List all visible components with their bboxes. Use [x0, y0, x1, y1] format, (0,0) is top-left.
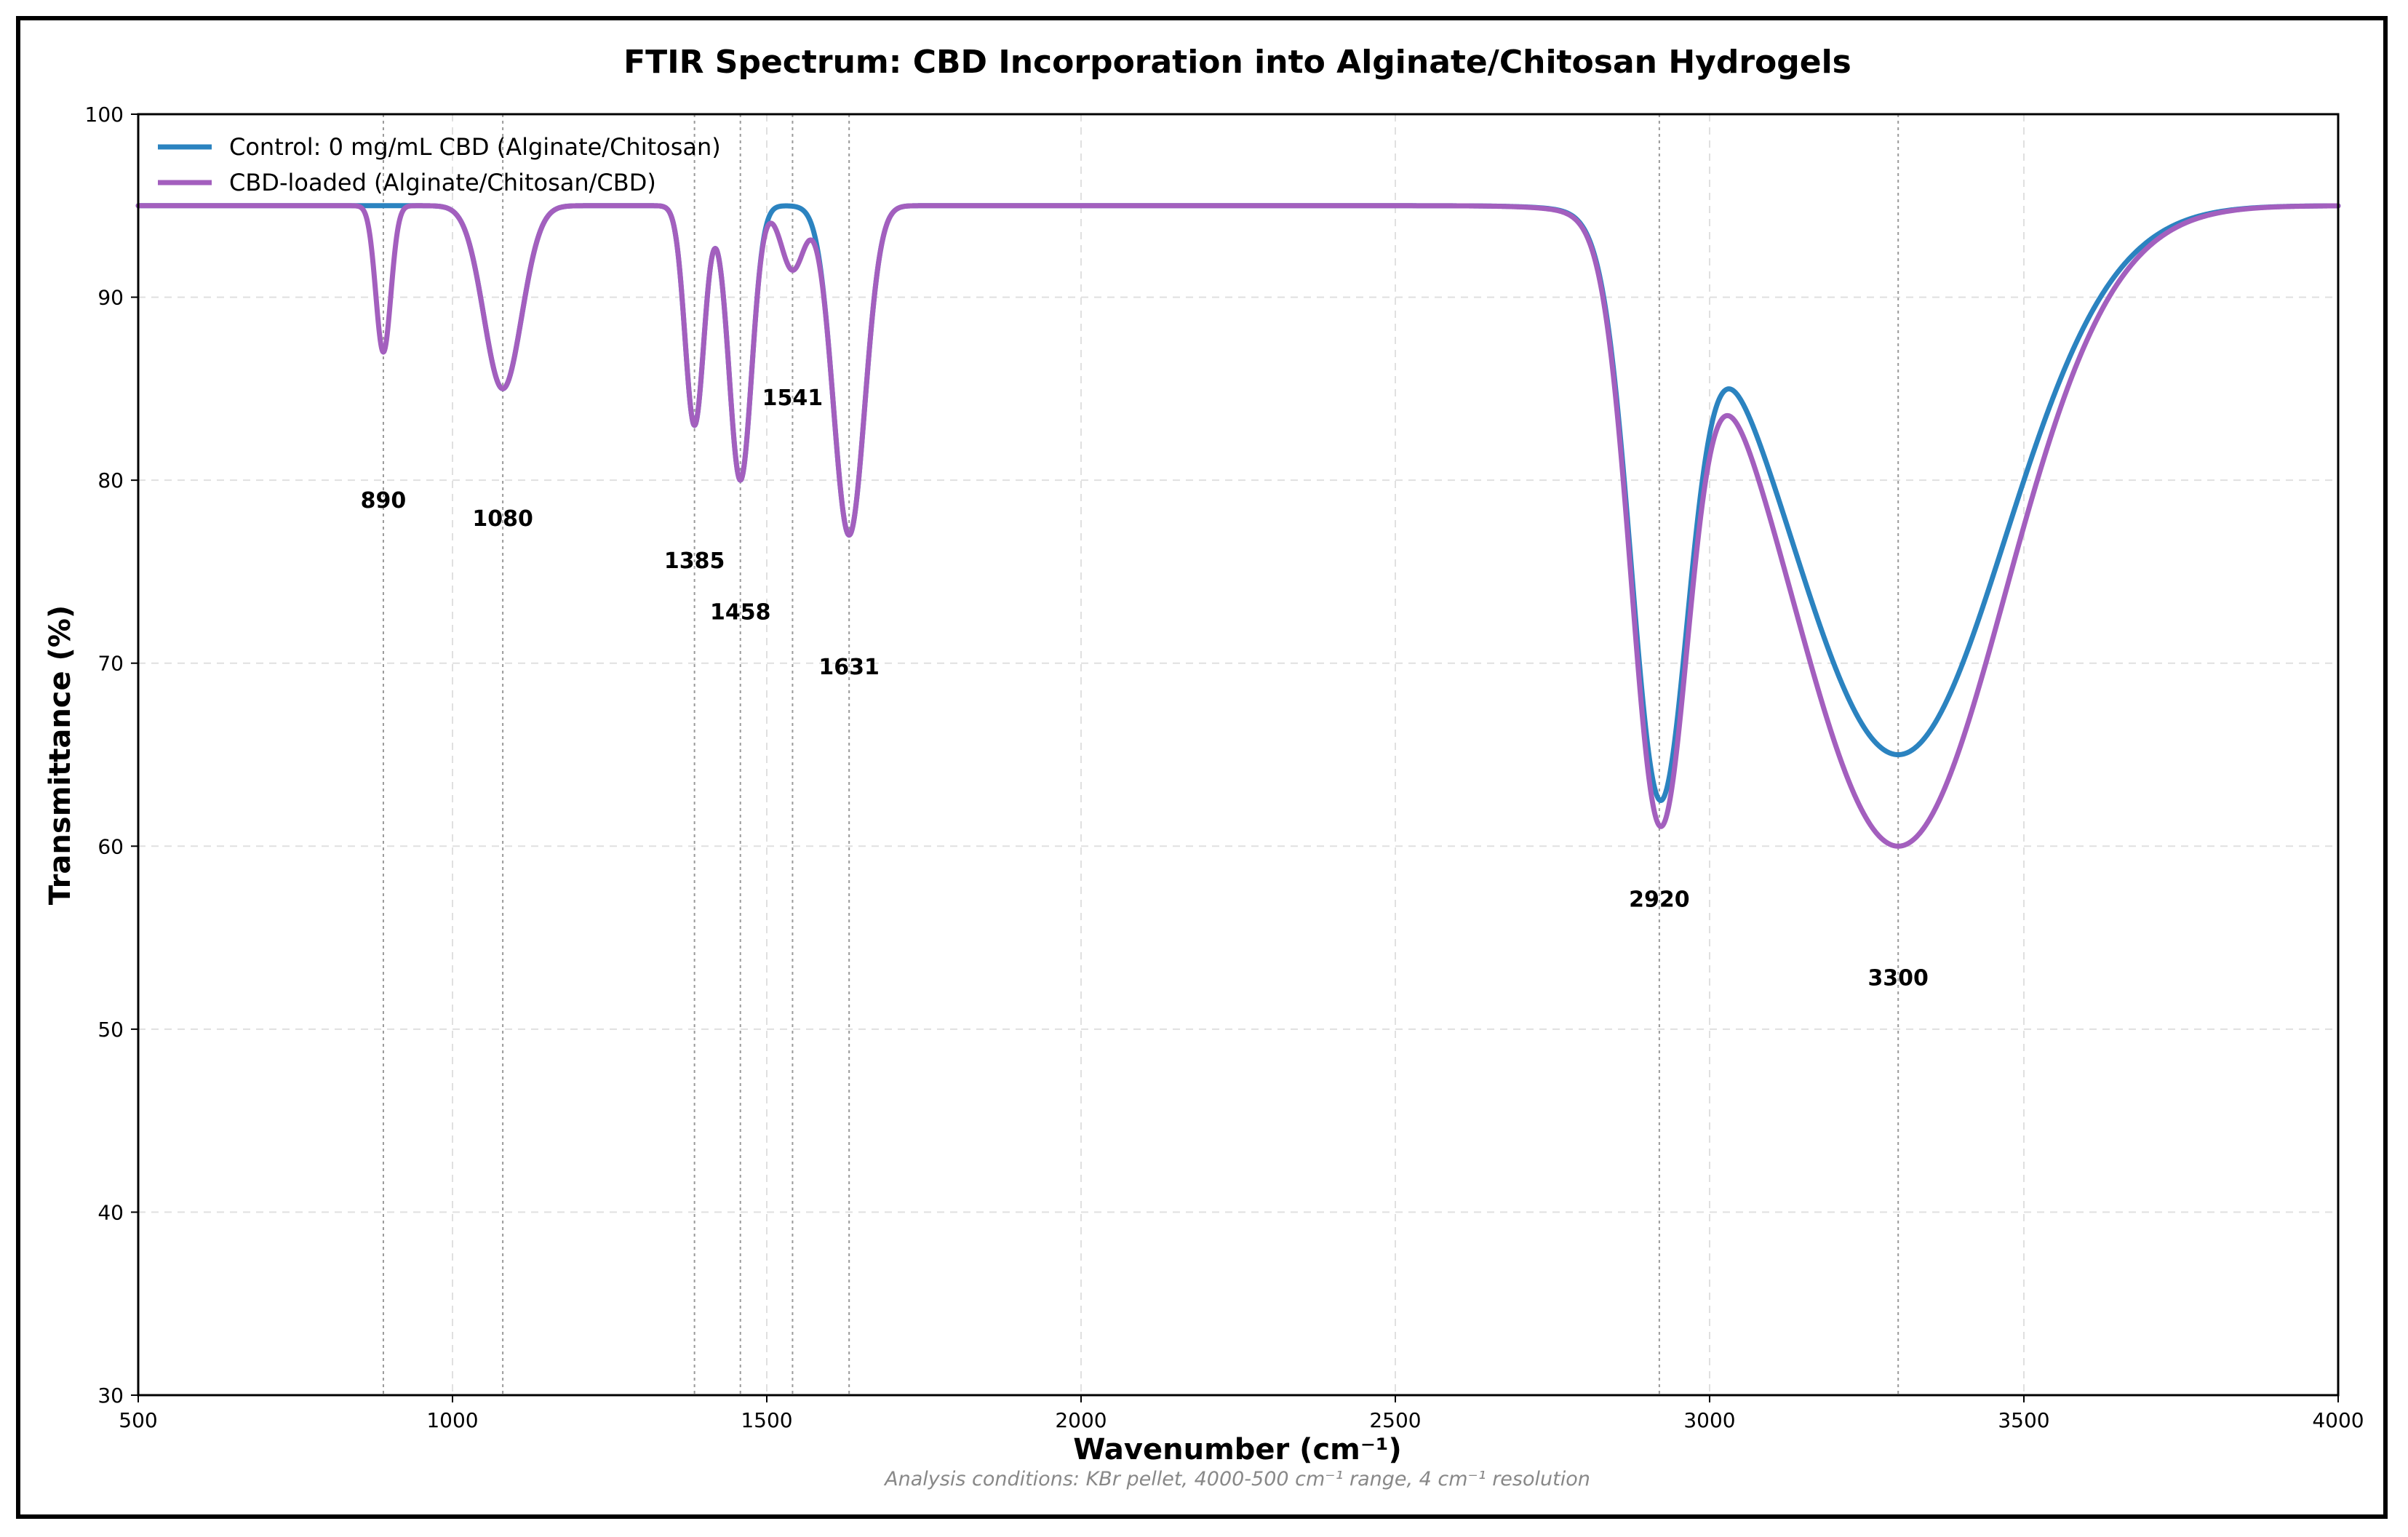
x-tick-label: 2500 — [1369, 1408, 1421, 1432]
x-tick-label: 1500 — [741, 1408, 792, 1432]
peak-label-2920: 2920 — [1629, 887, 1690, 912]
plot-area-border — [137, 113, 2340, 1397]
peak-label-1458: 1458 — [710, 599, 771, 625]
legend: Control: 0 mg/mL CBD (Alginate/Chitosan)… — [158, 133, 721, 196]
y-axis-label: Transmittance (%) — [44, 605, 77, 905]
figure-frame — [16, 16, 2388, 1519]
x-tick-label: 3000 — [1683, 1408, 1735, 1432]
peak-label-1080: 1080 — [472, 506, 533, 532]
y-tick-label: 70 — [97, 652, 124, 676]
y-tick-label: 50 — [97, 1018, 124, 1042]
chart-title: FTIR Spectrum: CBD Incorporation into Al… — [623, 44, 1851, 81]
y-tick-label: 30 — [97, 1384, 124, 1408]
x-tick-label: 4000 — [2312, 1408, 2364, 1432]
peak-label-3300: 3300 — [1867, 965, 1929, 991]
peak-annotations: 890 1080 1385 1458 1541 1631 2920 3300 — [361, 386, 1929, 991]
x-tick-label: 500 — [119, 1408, 157, 1432]
analysis-footnote: Analysis conditions: KBr pellet, 4000-50… — [883, 1468, 1590, 1490]
y-tick-label: 100 — [85, 103, 124, 127]
series-lines — [135, 203, 2341, 849]
peak-label-1541: 1541 — [762, 386, 824, 411]
peak-reference-lines — [382, 114, 1899, 1395]
y-tick-label: 90 — [97, 286, 124, 310]
legend-label-control: Control: 0 mg/mL CBD (Alginate/Chitosan) — [229, 133, 721, 161]
control-series-line — [135, 203, 2341, 803]
legend-label-cbd-loaded: CBD-loaded (Alginate/Chitosan/CBD) — [229, 169, 656, 196]
y-tick-label: 80 — [97, 468, 124, 492]
x-tick-label: 2000 — [1055, 1408, 1107, 1432]
x-tick-label: 1000 — [426, 1408, 478, 1432]
y-tick-label: 40 — [97, 1200, 124, 1224]
peak-label-1385: 1385 — [664, 548, 725, 574]
axis-ticks: 500 1000 1500 2000 2500 3000 3500 4000 30 40 50 60 7… — [85, 103, 2364, 1432]
x-axis-label: Wavenumber (cm⁻¹) — [1073, 1433, 1402, 1466]
y-tick-label: 60 — [97, 834, 124, 858]
peak-label-1631: 1631 — [818, 655, 880, 680]
x-tick-label: 3500 — [1998, 1408, 2049, 1432]
grid — [138, 114, 2338, 1395]
cbd-loaded-series-line — [135, 203, 2341, 849]
peak-label-890: 890 — [361, 488, 407, 514]
